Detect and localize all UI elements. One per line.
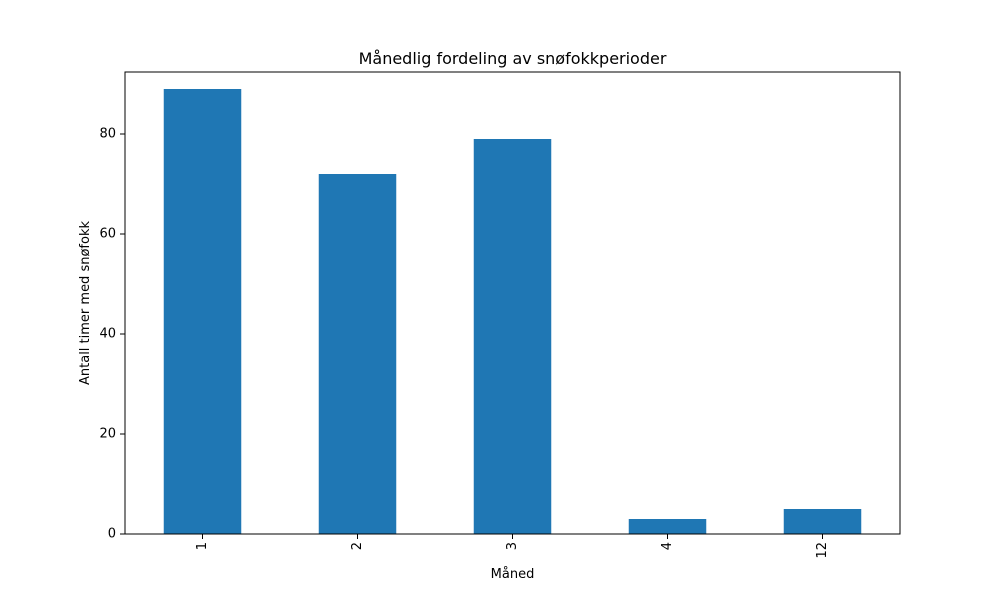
bar-3 bbox=[473, 139, 552, 534]
bar-4 bbox=[628, 519, 707, 534]
bars-group bbox=[163, 89, 862, 534]
y-tick-label-0: 0 bbox=[108, 527, 116, 542]
y-tick-label-20: 20 bbox=[99, 427, 116, 442]
x-tick-label-2: 2 bbox=[350, 542, 365, 550]
x-axis-label: Måned bbox=[491, 567, 535, 582]
chart-title: Månedlig fordeling av snøfokkperioder bbox=[359, 49, 667, 68]
y-tick-label-40: 40 bbox=[99, 327, 116, 342]
x-tick-label-4: 4 bbox=[660, 542, 675, 550]
x-tick-label-1: 1 bbox=[195, 542, 210, 550]
x-axis-ticks: 1 2 3 4 12 bbox=[195, 534, 830, 559]
bar-1 bbox=[163, 89, 242, 534]
y-tick-label-80: 80 bbox=[99, 127, 116, 142]
x-tick-label-3: 3 bbox=[505, 542, 520, 550]
bar-12 bbox=[783, 509, 862, 534]
y-tick-label-60: 60 bbox=[99, 227, 116, 242]
bar-2 bbox=[318, 174, 397, 534]
plot-frame bbox=[124, 71, 901, 535]
x-tick-label-12: 12 bbox=[815, 542, 830, 559]
y-axis-label: Antall timer med snøfokk bbox=[78, 221, 93, 385]
y-axis-ticks: 0 20 40 60 80 bbox=[99, 127, 125, 542]
